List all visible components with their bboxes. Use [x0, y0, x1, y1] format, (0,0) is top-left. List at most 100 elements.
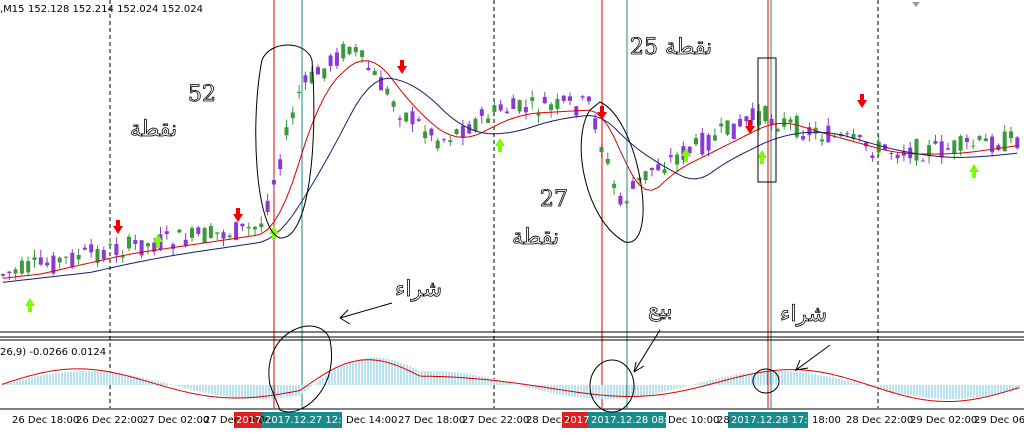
handdrawn-arrow	[794, 344, 831, 372]
buy-arrow	[269, 226, 279, 240]
candle-body	[253, 227, 257, 230]
candle-body	[1015, 137, 1020, 149]
moving-average	[2, 60, 1018, 279]
candle-body	[649, 167, 654, 171]
candle-body	[385, 88, 390, 95]
candle-body	[517, 100, 522, 112]
signal-line	[1, 359, 1020, 403]
candle-body	[977, 136, 982, 140]
candle-body	[454, 129, 459, 135]
sell-arrow	[397, 60, 407, 74]
candle-body	[57, 257, 62, 263]
candle-body	[196, 227, 201, 234]
time-axis: 26 Dec 18:00 26 Dec 22:00 27 Dec 02:00 2…	[12, 412, 1024, 428]
candle-body	[139, 240, 144, 256]
handdrawn-arrow	[339, 302, 393, 325]
time-label: 27 Dec 06:00	[204, 415, 271, 426]
time-label: 28 Dec 0	[526, 415, 571, 426]
candle-body	[694, 137, 698, 145]
time-label: 18:00	[812, 415, 841, 426]
time-label: 27 Dec 22:00	[462, 415, 529, 426]
candle-body	[372, 71, 377, 76]
candle-body	[215, 232, 220, 234]
buy-arrow	[153, 234, 163, 248]
candle-body	[788, 119, 793, 123]
candle-body	[26, 261, 31, 273]
candle-body	[7, 271, 12, 274]
candle-body	[208, 226, 213, 238]
candle-body	[366, 67, 371, 71]
candle-body	[618, 195, 623, 205]
candle-body	[586, 96, 591, 102]
candle-body	[801, 136, 806, 140]
symbol: ,M15	[0, 4, 25, 15]
candle-body	[120, 256, 125, 258]
candle-body	[64, 256, 68, 258]
candle-body	[536, 113, 541, 116]
candle-body	[240, 223, 245, 227]
candle-body	[442, 139, 446, 141]
candle-body	[599, 147, 604, 152]
candle-body	[775, 129, 780, 132]
candle-body	[316, 67, 320, 75]
scroll-marker	[912, 2, 920, 7]
candle-body	[133, 240, 138, 244]
candle-body	[668, 155, 673, 158]
time-label: 29 Dec 06:00	[974, 415, 1024, 426]
candle-body	[593, 118, 598, 130]
handdrawn-circle	[268, 325, 332, 413]
candle-body	[347, 46, 352, 55]
candle-body	[101, 250, 106, 259]
candle-body	[221, 232, 226, 239]
candle-body	[845, 133, 850, 135]
candle-body	[498, 104, 503, 111]
candle-body	[933, 141, 938, 144]
candle-body	[416, 119, 421, 121]
handdrawn-arrow	[633, 329, 661, 373]
ohlc: 152.128 152.214 152.024 152.024	[28, 4, 203, 15]
candle-body	[1009, 131, 1013, 139]
candle-body	[114, 244, 119, 255]
annotation: بيع	[648, 297, 672, 322]
sell-arrow	[745, 120, 755, 134]
candle-body	[353, 47, 358, 53]
candle-body	[542, 96, 547, 104]
candle-body	[864, 142, 869, 147]
candle-body	[656, 164, 661, 171]
candle-body	[511, 98, 516, 109]
annotation: 52	[188, 82, 216, 107]
candle-body	[95, 248, 100, 263]
candle-body	[265, 200, 270, 213]
candle-body	[983, 138, 988, 142]
indicator-label: 26,9) -0.0266 0.0124	[0, 347, 106, 358]
candle-body	[807, 127, 812, 136]
candle-body	[757, 111, 761, 126]
candle-body	[920, 160, 925, 162]
handdrawn-circle	[752, 368, 780, 394]
candle-body	[473, 118, 478, 131]
crosshair-label-bg	[588, 412, 666, 428]
candle-body	[51, 255, 56, 274]
candle-body	[234, 222, 239, 240]
candle-body	[460, 125, 465, 138]
candle-body	[89, 244, 94, 253]
candle-body	[530, 97, 535, 101]
annotation: نقطة	[130, 117, 177, 142]
candle-body	[505, 111, 509, 114]
candle-body	[700, 132, 705, 155]
candle-body	[38, 257, 43, 265]
candle-body	[127, 236, 131, 249]
candle-body	[448, 140, 453, 143]
time-label: 28 Dec 22:00	[846, 415, 913, 426]
candle-body	[108, 244, 113, 246]
candle-body	[580, 96, 585, 98]
candle-body	[794, 116, 799, 137]
candle-body	[1, 274, 5, 276]
candle-body	[857, 134, 862, 137]
candle-body	[939, 141, 944, 158]
sell-arrow	[857, 94, 867, 108]
annotation: 25 نقطة	[630, 35, 712, 60]
candle-body	[322, 68, 327, 79]
candle-body	[876, 141, 881, 153]
